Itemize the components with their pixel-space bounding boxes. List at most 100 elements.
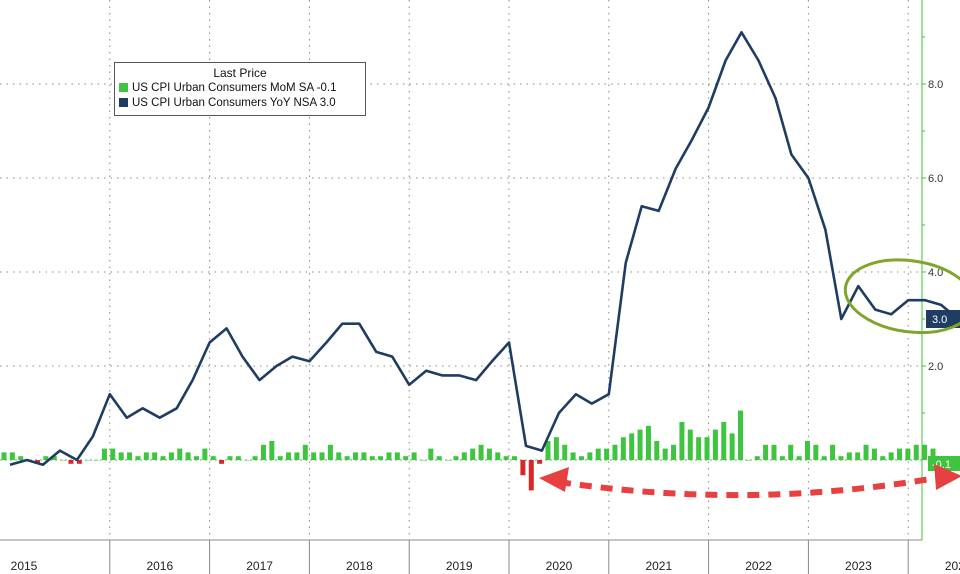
x-tick-label-2022: 2022	[745, 559, 772, 573]
right-tick-label-1: 4.0	[928, 267, 943, 279]
mom-bar-79	[662, 448, 668, 460]
mom-bar-85	[712, 429, 718, 460]
x-tick-label-2021: 2021	[645, 559, 672, 573]
mom-bar-62	[520, 460, 526, 476]
mom-bar-57	[478, 444, 484, 460]
mom-bar-18	[152, 452, 158, 460]
legend-label-yoy: US CPI Urban Consumers YoY NSA 3.0	[132, 96, 336, 109]
mom-bar-46	[386, 452, 392, 460]
yoy-last-label: 3.0	[932, 314, 947, 326]
mom-bar-71	[595, 448, 601, 460]
mom-bar-77	[645, 425, 651, 460]
mom-bar-39	[327, 444, 333, 460]
x-tick-label-2017: 2017	[246, 559, 273, 573]
highlight-ellipse	[843, 258, 960, 335]
mom-bar-110	[922, 444, 928, 460]
mom-bar-109	[913, 444, 919, 460]
mom-bar-50	[419, 460, 425, 461]
mom-bar-92	[771, 444, 777, 460]
x-tick-label-2016: 2016	[146, 559, 173, 573]
mom-bar-44	[369, 456, 375, 460]
mom-bar-96	[804, 441, 810, 460]
mom-bar-43	[361, 452, 367, 460]
mom-bar-104	[871, 448, 877, 460]
mom-bar-70	[587, 452, 593, 460]
mom-bar-80	[671, 444, 677, 460]
right-tick-label-0: 2.0	[928, 361, 943, 373]
mom-bar-19	[160, 456, 166, 460]
mom-bar-72	[604, 448, 610, 460]
mom-bar-51	[428, 448, 434, 460]
arrowhead-right	[934, 464, 960, 490]
mom-bar-15	[127, 452, 133, 460]
mom-bar-68	[570, 452, 576, 460]
mom-bar-90	[754, 456, 760, 460]
x-tick-label-2018: 2018	[346, 559, 373, 573]
arrowhead-left	[538, 467, 569, 492]
x-tick-label-2020: 2020	[546, 559, 573, 573]
mom-bar-13	[110, 448, 116, 460]
mom-bar-65	[545, 441, 551, 460]
mom-bar-64	[537, 460, 543, 464]
yoy-line	[9, 30, 959, 466]
mom-bar-27	[227, 456, 233, 460]
mom-bar-81	[679, 422, 685, 460]
mom-bar-82	[687, 429, 693, 460]
legend-title: Last Price	[213, 66, 267, 80]
mom-bar-5	[43, 456, 49, 460]
mom-bar-93	[779, 456, 785, 460]
mom-bar-61	[512, 456, 518, 460]
x-tick-label-2015: 2015	[11, 559, 38, 573]
mom-bar-94	[788, 444, 794, 460]
mom-bar-24	[202, 448, 208, 460]
mom-bar-23	[193, 456, 199, 460]
right-tick-label-3: 8.0	[928, 79, 943, 91]
x-tick-label-2019: 2019	[446, 559, 473, 573]
mom-bar-98	[821, 456, 827, 460]
mom-bar-8	[68, 460, 74, 464]
mom-bar-38	[319, 452, 325, 460]
mom-bar-89	[746, 460, 752, 461]
mom-bar-54	[453, 456, 459, 460]
mom-bar-20	[168, 452, 174, 460]
mom-bar-88	[737, 410, 743, 460]
mom-bar-100	[838, 456, 844, 460]
mom-bar-67	[562, 444, 568, 460]
mom-bar-26	[219, 460, 225, 464]
mom-bar-14	[118, 452, 124, 460]
mom-bar-103	[863, 444, 869, 460]
mom-bar-33	[277, 456, 283, 460]
legend: Last Price US CPI Urban Consumers MoM SA…	[114, 62, 366, 116]
mom-bar-60	[503, 456, 509, 460]
mom-bar-95	[796, 456, 802, 460]
x-tick-label-2023: 2023	[845, 559, 872, 573]
mom-bar-31	[260, 444, 266, 460]
mom-bar-10	[85, 460, 91, 461]
mom-bar-12	[101, 448, 107, 460]
mom-bar-17	[143, 452, 149, 460]
right-tick-label-2: 6.0	[928, 173, 943, 185]
mom-bar-16	[135, 456, 141, 460]
mom-bar-48	[403, 456, 409, 460]
mom-bar-102	[855, 452, 861, 460]
mom-bar-78	[654, 441, 660, 460]
mom-bar-108	[905, 448, 911, 460]
mom-bar-22	[185, 452, 191, 460]
legend-swatch-mom	[119, 83, 128, 92]
mom-bar-73	[612, 444, 618, 460]
mom-bar-101	[846, 452, 852, 460]
mom-bar-111	[930, 448, 936, 460]
legend-label-mom: US CPI Urban Consumers MoM SA -0.1	[132, 81, 337, 94]
mom-bar-52	[436, 456, 442, 460]
dashed-arrow-body	[558, 475, 937, 499]
mom-bar-35	[294, 452, 300, 460]
mom-bar-97	[813, 444, 819, 460]
mom-bar-105	[880, 456, 886, 460]
mom-bar-84	[704, 437, 710, 460]
mom-bar-25	[210, 456, 216, 460]
yoy-last-badge	[926, 310, 960, 328]
mom-bar-86	[721, 422, 727, 460]
mom-bar-28	[235, 456, 241, 460]
